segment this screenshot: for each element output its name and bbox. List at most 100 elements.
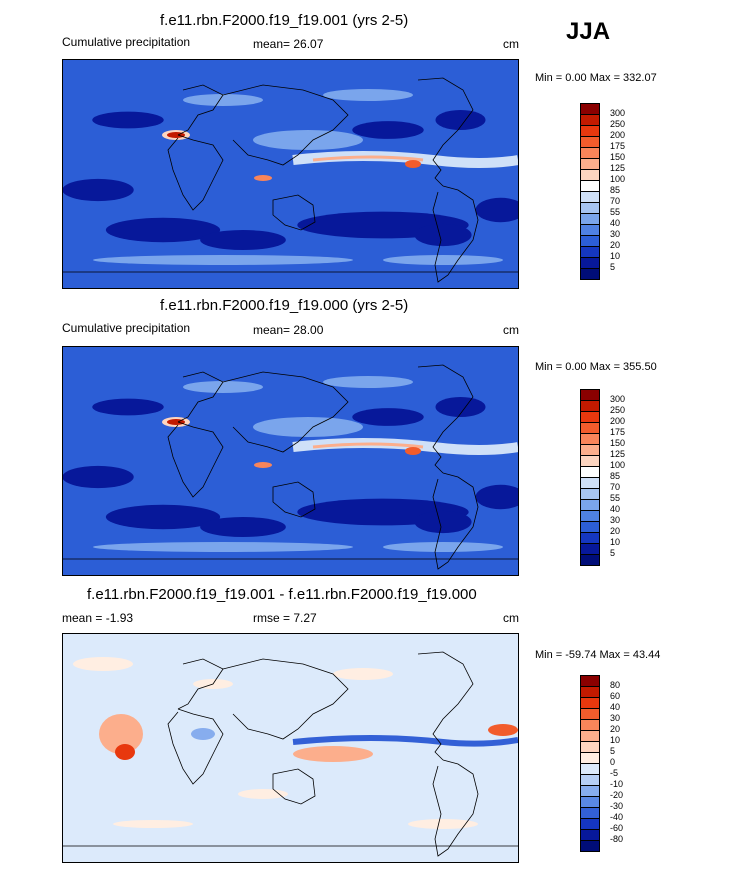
panel2-minmax: Min = 0.00 Max = 355.50: [535, 361, 657, 373]
colorbar-label: 175: [610, 427, 626, 437]
moist-region: [323, 376, 413, 388]
coastline: [222, 658, 349, 740]
dry-region: [63, 178, 134, 202]
panel3-minmax: Min = -59.74 Max = 43.44: [535, 649, 661, 661]
moist-region: [183, 381, 263, 393]
panel1-mean: mean= 26.07: [253, 37, 324, 51]
dry-region: [92, 111, 164, 129]
colorbar-label: 200: [610, 416, 626, 426]
coastline: [432, 759, 479, 857]
panel3-map-svg: [63, 634, 518, 862]
colorbar-label: 250: [610, 119, 626, 129]
colorbar-label: -60: [610, 823, 624, 833]
colorbar-label: 250: [610, 405, 626, 415]
colorbar-label: 10: [610, 251, 621, 261]
colorbar-label: 40: [610, 702, 621, 712]
colorbar-label: 30: [610, 515, 621, 525]
field-base: [63, 347, 518, 575]
panel2-map: [62, 346, 519, 576]
coastline: [417, 364, 474, 474]
panel3-title: f.e11.rbn.F2000.f19_f19.001 - f.e11.rbn.…: [87, 586, 477, 603]
itcz-core: [312, 155, 424, 162]
coastline: [272, 194, 316, 231]
coastline: [222, 84, 349, 166]
dry-region: [414, 223, 472, 247]
field-base: [63, 60, 518, 288]
colorbar-label: 20: [610, 526, 621, 536]
moist-region: [253, 417, 363, 437]
coastline: [432, 185, 479, 283]
coastline: [272, 481, 316, 518]
dry-region: [352, 408, 424, 426]
colorbar-label: 60: [610, 691, 621, 701]
colorbar-label: 175: [610, 141, 626, 151]
dry-region: [200, 517, 286, 537]
dry-region: [414, 510, 472, 534]
colorbar-label: 100: [610, 174, 626, 184]
dry-region: [200, 230, 286, 250]
africa-positive: [99, 714, 143, 754]
dry-region: [475, 197, 518, 223]
colorbar-label: 85: [610, 185, 621, 195]
americas-max: [405, 447, 421, 455]
panel1-minmax: Min = 0.00 Max = 332.07: [535, 72, 657, 84]
moist-region: [323, 89, 413, 101]
colorbar-label: -30: [610, 801, 624, 811]
colorbar-label: 200: [610, 130, 626, 140]
panel2-variable: Cumulative precipitation: [62, 321, 191, 335]
colorbar-label: 5: [610, 262, 616, 272]
dry-region: [435, 397, 486, 417]
colorbar-label: 40: [610, 218, 621, 228]
positive-anomaly: [333, 668, 393, 680]
positive-anomaly: [73, 657, 133, 671]
colorbar-label: 100: [610, 460, 626, 470]
panel2-units: cm: [503, 323, 519, 337]
dry-region: [352, 121, 424, 139]
colorbar-label: 300: [610, 394, 626, 404]
colorbar-label: 125: [610, 163, 626, 173]
coastline: [167, 134, 224, 211]
maritime-max: [254, 175, 272, 181]
panel1-map: [62, 59, 519, 289]
colorbar-label: 20: [610, 240, 621, 250]
colorbar-label: -20: [610, 790, 624, 800]
coastline: [177, 658, 224, 710]
season-label: JJA: [566, 18, 611, 45]
coastline: [417, 651, 474, 761]
moist-region: [93, 255, 353, 265]
panel2-mean: mean= 28.00: [253, 323, 324, 337]
colorbar-label: 80: [610, 680, 621, 690]
colorbar-label: -5: [610, 768, 619, 778]
colorbar-label: 150: [610, 152, 626, 162]
panel1-map-svg: [63, 60, 518, 288]
colorbar-label: 30: [610, 713, 621, 723]
colorbar-label: 20: [610, 724, 621, 734]
colorbar-label: -80: [610, 834, 624, 844]
coastline: [167, 708, 224, 785]
moist-region: [253, 130, 363, 150]
colorbar-label: 150: [610, 438, 626, 448]
colorbar-label: 300: [610, 108, 626, 118]
africa-max: [115, 744, 135, 760]
panel1-title: f.e11.rbn.F2000.f19_f19.001 (yrs 2-5): [160, 12, 409, 29]
coastline: [177, 84, 224, 136]
negative-band: [292, 735, 518, 747]
coastline: [177, 371, 224, 423]
colorbar-label: -40: [610, 812, 624, 822]
positive-anomaly: [113, 820, 193, 828]
colorbar-label: 5: [610, 548, 616, 558]
dry-region: [63, 465, 134, 489]
colorbar-label: 10: [610, 537, 621, 547]
panel1-units: cm: [503, 37, 519, 51]
colorbar-label: 85: [610, 471, 621, 481]
moist-region: [93, 542, 353, 552]
panel3-map: [62, 633, 519, 863]
coastline: [272, 768, 316, 805]
americas-max: [405, 160, 421, 168]
panel1-variable: Cumulative precipitation: [62, 35, 191, 49]
moist-region: [183, 94, 263, 106]
panel3-rmse: rmse = 7.27: [253, 611, 317, 625]
colorbar-label: -10: [610, 779, 624, 789]
dry-region: [105, 217, 221, 243]
dry-region: [475, 484, 518, 510]
